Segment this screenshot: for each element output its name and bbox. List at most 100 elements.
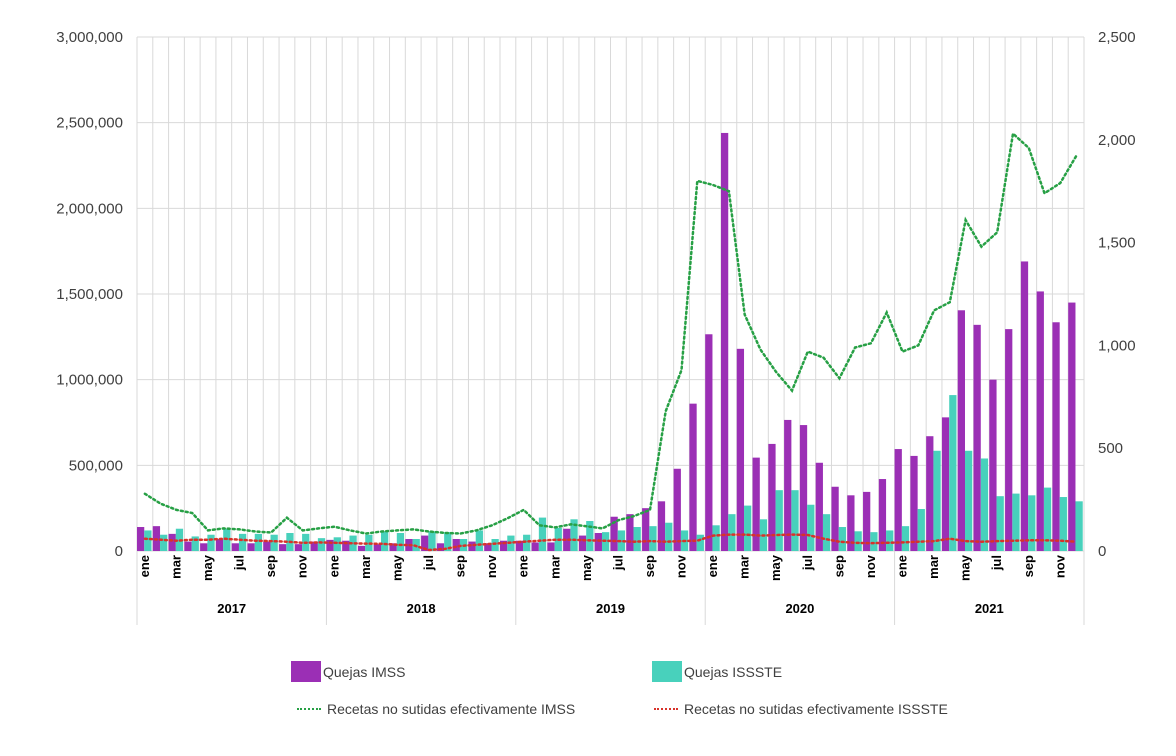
bar-quejas-issste xyxy=(901,526,910,551)
x-tick-label: nov xyxy=(484,554,499,578)
legend-label-recetas-issste: Recetas no sutidas efectivamente ISSSTE xyxy=(684,701,948,717)
x-tick-label: sep xyxy=(453,555,468,577)
bar-quejas-issste xyxy=(980,458,989,551)
bar-quejas-issste xyxy=(712,525,720,551)
bar-quejas-issste xyxy=(822,514,831,551)
y-tick-label: 0 xyxy=(115,543,123,560)
bar-quejas-issste xyxy=(886,530,894,551)
bar-quejas-imss xyxy=(279,544,287,551)
bar-quejas-imss xyxy=(310,541,318,551)
y-tick-label: 2,000,000 xyxy=(56,200,123,217)
year-label: 2017 xyxy=(217,601,246,616)
x-tick-label: mar xyxy=(737,555,752,579)
bar-quejas-issste xyxy=(586,521,594,551)
bar-quejas-imss xyxy=(784,419,792,551)
bar-quejas-issste xyxy=(870,532,878,551)
bar-quejas-issste xyxy=(428,531,436,551)
bar-quejas-imss xyxy=(673,468,681,551)
bar-quejas-imss xyxy=(863,491,871,551)
bar-quejas-imss xyxy=(342,540,350,551)
bar-quejas-imss xyxy=(452,539,460,551)
x-tick-label: nov xyxy=(1052,554,1067,578)
x-tick-label: sep xyxy=(831,555,846,577)
bar-quejas-issste xyxy=(491,539,499,551)
legend-item-quejas-imss: Quejas IMSS xyxy=(291,661,405,682)
lines xyxy=(143,131,1078,552)
year-label: 2021 xyxy=(975,601,1004,616)
bar-quejas-issste xyxy=(1012,493,1020,551)
bar-quejas-imss xyxy=(657,501,666,551)
bar-quejas-issste xyxy=(191,536,199,551)
line-recetas-issste xyxy=(143,533,1078,552)
bar-quejas-issste xyxy=(144,530,152,551)
bar-quejas-imss xyxy=(1068,302,1076,551)
bar-quejas-issste xyxy=(1043,487,1052,551)
bar-quejas-imss xyxy=(941,417,950,551)
bar-quejas-imss xyxy=(705,334,713,551)
bar-quejas-issste xyxy=(238,533,247,551)
bar-quejas-imss xyxy=(515,540,524,551)
bar-quejas-imss xyxy=(500,540,508,551)
x-tick-label: mar xyxy=(358,555,373,579)
legend-swatch-quejas-issste xyxy=(652,661,682,682)
y2-tick-label: 0 xyxy=(1098,543,1106,560)
bar-quejas-issste xyxy=(633,527,641,551)
bar-quejas-imss xyxy=(184,541,192,551)
bar-quejas-issste xyxy=(396,533,405,551)
bar-quejas-imss xyxy=(626,514,634,551)
x-tick-label: may xyxy=(389,554,404,581)
legend-swatch-recetas-issste xyxy=(654,708,678,710)
bar-quejas-imss xyxy=(436,543,445,551)
legend-item-quejas-issste: Quejas ISSSTE xyxy=(652,661,782,682)
bar-quejas-imss xyxy=(894,449,902,551)
legend-item-recetas-imss: Recetas no sutidas efectivamente IMSS xyxy=(297,701,575,717)
bar-quejas-imss xyxy=(468,541,476,551)
bar-quejas-issste xyxy=(333,537,341,551)
x-tick-label: may xyxy=(200,554,215,581)
bar-quejas-imss xyxy=(736,348,745,551)
y2-tick-label: 1,500 xyxy=(1098,235,1136,252)
x-tick-label: may xyxy=(958,554,973,581)
axes: 0 500,000 1,000,000 1,500,000 2,000,000 2,500… xyxy=(56,29,1136,625)
x-tick-label: sep xyxy=(1021,555,1036,577)
legend-label-recetas-imss: Recetas no sutidas efectivamente IMSS xyxy=(327,701,576,717)
bar-quejas-imss xyxy=(357,545,366,551)
bar-quejas-imss xyxy=(326,539,334,551)
bar-quejas-imss xyxy=(563,528,571,551)
x-tick-label: mar xyxy=(547,555,562,579)
bar-quejas-issste xyxy=(444,532,452,551)
bar-quejas-issste xyxy=(964,450,973,551)
y2-tick-label: 2,500 xyxy=(1098,29,1136,46)
bar-quejas-issste xyxy=(933,450,941,551)
bar-quejas-issste xyxy=(349,535,357,551)
legend-item-recetas-issste: Recetas no sutidas efectivamente ISSSTE xyxy=(654,701,948,717)
bar-quejas-imss xyxy=(831,486,839,551)
bar-quejas-issste xyxy=(949,395,957,551)
bar-quejas-imss xyxy=(989,379,997,551)
bar-quejas-issste xyxy=(854,531,862,551)
bar-quejas-imss xyxy=(247,543,255,551)
bar-quejas-issste xyxy=(996,496,1004,551)
bar-quejas-imss xyxy=(815,462,823,551)
bar-quejas-imss xyxy=(389,543,397,551)
bar-quejas-imss xyxy=(957,310,965,551)
bar-quejas-issste xyxy=(381,531,389,551)
x-tick-label: jul xyxy=(421,555,436,571)
x-tick-label: jul xyxy=(232,555,247,571)
bar-quejas-issste xyxy=(254,533,263,551)
bar-quejas-imss xyxy=(799,425,808,551)
year-label: 2020 xyxy=(785,601,814,616)
bar-quejas-issste xyxy=(791,490,799,551)
x-tick-label: may xyxy=(768,554,783,581)
legend-swatch-quejas-imss xyxy=(291,661,321,682)
bar-quejas-imss xyxy=(1052,322,1060,551)
x-tick-label: ene xyxy=(137,555,152,577)
x-tick-label: jul xyxy=(989,555,1004,571)
bar-quejas-issste xyxy=(649,526,657,551)
line-recetas-imss xyxy=(143,131,1078,535)
bar-quejas-imss xyxy=(547,542,555,551)
bar-quejas-imss xyxy=(200,543,208,551)
bar-quejas-imss xyxy=(421,535,429,551)
bar-quejas-issste xyxy=(775,490,783,551)
y-tick-label: 1,500,000 xyxy=(56,286,123,303)
